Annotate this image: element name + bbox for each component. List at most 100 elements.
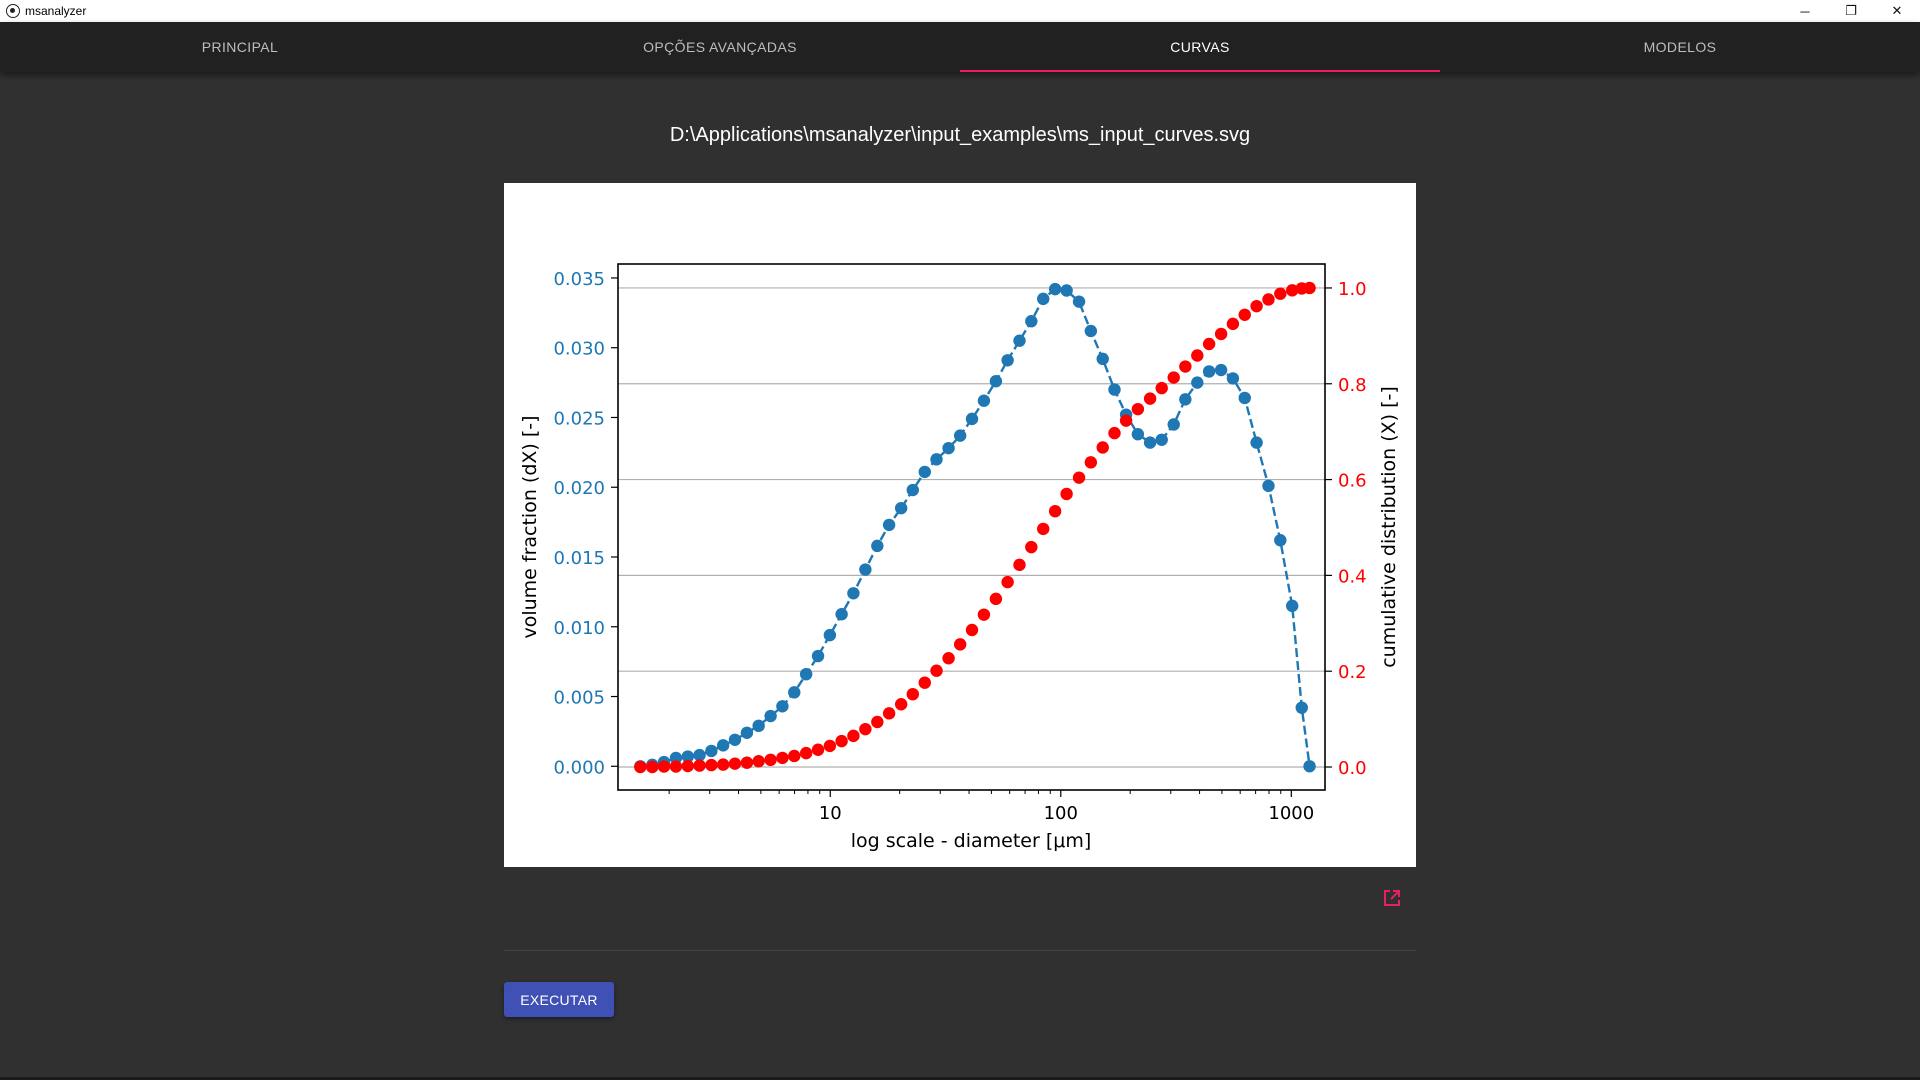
point-volume-fraction xyxy=(1238,391,1251,405)
point-cumulative-distribution xyxy=(835,734,848,748)
restore-button[interactable]: ❐ xyxy=(1845,3,1857,18)
point-volume-fraction xyxy=(1048,282,1062,296)
point-cumulative-distribution xyxy=(1013,558,1026,572)
left-y-tick-label: 0.030 xyxy=(553,339,605,360)
point-volume-fraction xyxy=(788,686,801,699)
x-tick-label: 10 xyxy=(819,803,842,824)
point-volume-fraction xyxy=(823,628,837,642)
point-volume-fraction xyxy=(1274,534,1287,547)
point-cumulative-distribution xyxy=(918,676,931,689)
point-volume-fraction xyxy=(930,453,943,466)
point-volume-fraction xyxy=(1214,363,1228,377)
right-y-tick-label: 0.2 xyxy=(1338,662,1367,683)
point-volume-fraction xyxy=(799,667,813,681)
point-volume-fraction xyxy=(965,412,979,426)
tab-curvas[interactable]: CURVAS xyxy=(960,22,1440,72)
point-volume-fraction xyxy=(693,748,706,762)
left-y-tick-label: 0.015 xyxy=(553,548,605,569)
point-volume-fraction xyxy=(705,744,718,758)
point-cumulative-distribution xyxy=(1226,317,1240,331)
point-volume-fraction xyxy=(1072,295,1086,308)
tab-opcoes-avancadas[interactable]: OPÇÕES AVANÇADAS xyxy=(643,39,797,55)
point-cumulative-distribution xyxy=(1202,337,1216,351)
file-path-label: D:\Applications\msanalyzer\input_example… xyxy=(669,124,1251,146)
point-cumulative-distribution xyxy=(1037,522,1050,536)
point-volume-fraction xyxy=(1060,284,1073,297)
point-cumulative-distribution xyxy=(1060,487,1073,501)
point-cumulative-distribution xyxy=(906,687,919,701)
open-in-new-icon xyxy=(1384,890,1400,906)
right-y-tick-label: 1.0 xyxy=(1338,279,1367,300)
point-cumulative-distribution xyxy=(953,638,967,651)
point-volume-fraction xyxy=(1191,376,1204,389)
point-cumulative-distribution xyxy=(799,746,813,760)
minimize-button[interactable]: ─ xyxy=(1800,3,1810,19)
point-cumulative-distribution xyxy=(977,608,991,621)
point-cumulative-distribution xyxy=(1001,575,1014,589)
point-volume-fraction xyxy=(1167,418,1180,431)
curves-chart: 10 100 1000 0.000 0.005 0.010 0.015 0.020 0.025 0… xyxy=(519,263,1400,852)
point-cumulative-distribution xyxy=(752,755,765,768)
point-volume-fraction xyxy=(1131,428,1145,441)
tab-modelos[interactable]: MODELOS xyxy=(1643,39,1717,55)
point-cumulative-distribution xyxy=(693,759,706,772)
point-cumulative-distribution xyxy=(989,592,1003,606)
point-volume-fraction xyxy=(1143,436,1157,449)
plot-frame xyxy=(617,263,1326,791)
point-cumulative-distribution xyxy=(1155,381,1168,395)
point-cumulative-distribution xyxy=(871,715,884,729)
point-cumulative-distribution xyxy=(847,729,860,743)
point-volume-fraction xyxy=(1108,383,1121,396)
app-logo-icon xyxy=(6,4,20,18)
point-volume-fraction xyxy=(1286,599,1299,613)
point-volume-fraction xyxy=(752,719,765,733)
x-tick-label: 100 xyxy=(1044,803,1078,824)
point-cumulative-distribution xyxy=(1262,293,1275,306)
tab-bar: PRINCIPAL OPÇÕES AVANÇADAS CURVAS MODELO… xyxy=(0,22,1920,72)
point-cumulative-distribution xyxy=(1096,441,1109,454)
point-cumulative-distribution xyxy=(859,722,872,736)
point-volume-fraction xyxy=(859,563,872,576)
point-cumulative-distribution xyxy=(728,757,742,770)
open-in-new-button[interactable] xyxy=(1380,886,1404,910)
left-y-tick-label: 0.025 xyxy=(553,408,605,429)
point-volume-fraction xyxy=(906,483,919,497)
close-button[interactable]: ✕ xyxy=(1891,3,1903,18)
point-cumulative-distribution xyxy=(1238,308,1251,321)
left-y-tick-label: 0.010 xyxy=(553,618,605,639)
left-y-tick-label: 0.000 xyxy=(553,757,605,778)
series-line-volume-fraction xyxy=(640,287,1311,768)
point-cumulative-distribution xyxy=(764,753,777,767)
point-volume-fraction xyxy=(1226,372,1240,385)
point-volume-fraction xyxy=(1037,292,1050,306)
grid-layer xyxy=(618,287,1325,768)
tab-principal[interactable]: PRINCIPAL xyxy=(201,39,279,55)
point-cumulative-distribution xyxy=(930,664,943,677)
right-y-tick-label: 0.6 xyxy=(1338,471,1367,492)
point-cumulative-distribution xyxy=(1274,287,1287,300)
point-volume-fraction xyxy=(1013,334,1026,347)
window-title: msanalyzer xyxy=(25,4,87,18)
point-cumulative-distribution xyxy=(1286,284,1299,297)
right-y-tick-label: 0.4 xyxy=(1338,566,1367,587)
bottom-strip xyxy=(0,1077,1920,1080)
point-cumulative-distribution xyxy=(1179,360,1192,373)
point-volume-fraction xyxy=(847,587,860,600)
execute-button[interactable]: EXECUTAR xyxy=(504,982,614,1017)
axes-layer: 10 100 1000 0.000 0.005 0.010 0.015 0.020 0.025 0… xyxy=(553,269,1366,824)
point-cumulative-distribution xyxy=(740,756,754,769)
series-layer xyxy=(634,281,1316,774)
point-cumulative-distribution xyxy=(1143,392,1157,405)
point-volume-fraction xyxy=(669,751,683,765)
point-volume-fraction xyxy=(871,539,884,553)
point-volume-fraction xyxy=(811,649,825,663)
point-volume-fraction xyxy=(776,700,789,713)
right-y-tick-label: 0.8 xyxy=(1338,375,1367,396)
point-volume-fraction xyxy=(1202,365,1216,378)
point-volume-fraction xyxy=(1084,324,1098,338)
point-cumulative-distribution xyxy=(1025,540,1038,554)
point-cumulative-distribution xyxy=(1048,504,1062,518)
section-divider xyxy=(504,950,1416,951)
point-cumulative-distribution xyxy=(1084,456,1098,469)
point-volume-fraction xyxy=(918,465,931,479)
